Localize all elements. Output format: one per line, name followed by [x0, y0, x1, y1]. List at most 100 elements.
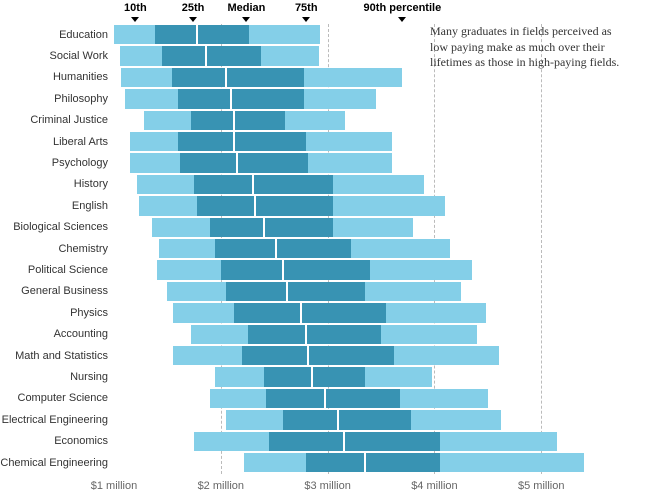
bar-p25-p75: [221, 260, 371, 279]
chart-row: Criminal Justice: [114, 110, 616, 131]
bar-p25-p75: [266, 389, 401, 408]
median-marker: [254, 196, 256, 215]
x-axis-label: $5 million: [518, 480, 564, 492]
median-marker: [286, 282, 288, 301]
bar-p25-p75: [234, 303, 387, 322]
chart-row: Psychology: [114, 152, 616, 173]
chart-row: Chemical Engineering: [114, 452, 616, 473]
chart-annotation: Many graduates in fields perceived as lo…: [430, 24, 630, 71]
triangle-down-icon: [189, 17, 197, 22]
row-label: Education: [59, 29, 108, 41]
row-label: Math and Statistics: [15, 350, 108, 362]
chart-row: Computer Science: [114, 388, 616, 409]
chart-row: Electrical Engineering: [114, 409, 616, 430]
median-marker: [252, 175, 254, 194]
chart-row: History: [114, 174, 616, 195]
percentile-label: 25th: [182, 2, 205, 14]
row-label: Psychology: [52, 157, 108, 169]
bar-p25-p75: [178, 89, 304, 108]
percentile-label: 10th: [124, 2, 147, 14]
median-marker: [225, 68, 227, 87]
row-label: Criminal Justice: [30, 114, 108, 126]
median-marker: [236, 153, 238, 172]
median-marker: [305, 325, 307, 344]
bar-p25-p75: [283, 410, 411, 429]
chart-row: Biological Sciences: [114, 217, 616, 238]
range-bar-chart: 10th 25th Median 75th 90th percentile Educat…: [0, 0, 647, 504]
x-axis-label: $3 million: [304, 480, 350, 492]
median-marker: [233, 111, 235, 130]
triangle-down-icon: [398, 17, 406, 22]
median-marker: [324, 389, 326, 408]
plot-area: EducationSocial WorkHumanitiesPhilosophy…: [114, 24, 616, 474]
bar-p25-p75: [191, 111, 285, 130]
row-label: Accounting: [54, 328, 108, 340]
row-label: Physics: [70, 307, 108, 319]
row-label: Biological Sciences: [13, 221, 108, 233]
bar-p25-p75: [242, 346, 394, 365]
median-marker: [364, 453, 366, 472]
percentile-label: 90th percentile: [364, 2, 442, 14]
chart-row: Philosophy: [114, 88, 616, 109]
median-marker: [300, 303, 302, 322]
percentile-label: Median: [227, 2, 265, 14]
median-marker: [230, 89, 232, 108]
bar-p25-p75: [269, 432, 440, 451]
bar-p25-p75: [180, 153, 308, 172]
row-label: Humanities: [53, 71, 108, 83]
bar-p25-p75: [155, 25, 249, 44]
bar-p25-p75: [226, 282, 365, 301]
x-axis-label: $2 million: [198, 480, 244, 492]
bar-p25-p75: [194, 175, 333, 194]
row-label: General Business: [21, 285, 108, 297]
triangle-down-icon: [302, 17, 310, 22]
row-label: Political Science: [28, 264, 108, 276]
bar-p25-p75: [248, 325, 382, 344]
chart-row: Liberal Arts: [114, 131, 616, 152]
row-label: Chemical Engineering: [0, 457, 108, 469]
chart-row: Political Science: [114, 259, 616, 280]
median-marker: [233, 132, 235, 151]
chart-row: Math and Statistics: [114, 345, 616, 366]
bar-p25-p75: [162, 46, 261, 65]
median-marker: [343, 432, 345, 451]
row-label: Chemistry: [58, 243, 108, 255]
chart-row: English: [114, 195, 616, 216]
median-marker: [205, 46, 207, 65]
bar-p25-p75: [210, 218, 333, 237]
bar-p25-p75: [306, 453, 440, 472]
triangle-down-icon: [242, 17, 250, 22]
percentile-label: 75th: [295, 2, 318, 14]
row-label: Nursing: [70, 371, 108, 383]
bar-p25-p75: [264, 367, 365, 386]
median-marker: [263, 218, 265, 237]
row-label: Economics: [54, 435, 108, 447]
row-label: Social Work: [50, 50, 108, 62]
median-marker: [337, 410, 339, 429]
row-label: Liberal Arts: [53, 136, 108, 148]
row-label: English: [72, 200, 108, 212]
row-label: History: [74, 178, 108, 190]
median-marker: [196, 25, 198, 44]
chart-row: Chemistry: [114, 238, 616, 259]
chart-row: Economics: [114, 431, 616, 452]
chart-row: Nursing: [114, 366, 616, 387]
row-label: Electrical Engineering: [2, 414, 108, 426]
median-marker: [275, 239, 277, 258]
bar-p25-p75: [197, 196, 333, 215]
chart-row: General Business: [114, 281, 616, 302]
bar-p25-p75: [215, 239, 351, 258]
percentile-header: 10th 25th Median 75th 90th percentile: [0, 0, 647, 24]
chart-row: Physics: [114, 302, 616, 323]
median-marker: [282, 260, 284, 279]
x-axis-label: $1 million: [91, 480, 137, 492]
row-label: Computer Science: [18, 392, 109, 404]
row-label: Philosophy: [54, 93, 108, 105]
median-marker: [311, 367, 313, 386]
bar-p25-p75: [172, 68, 304, 87]
chart-row: Accounting: [114, 324, 616, 345]
x-axis-label: $4 million: [411, 480, 457, 492]
median-marker: [307, 346, 309, 365]
triangle-down-icon: [131, 17, 139, 22]
bar-p25-p75: [178, 132, 306, 151]
